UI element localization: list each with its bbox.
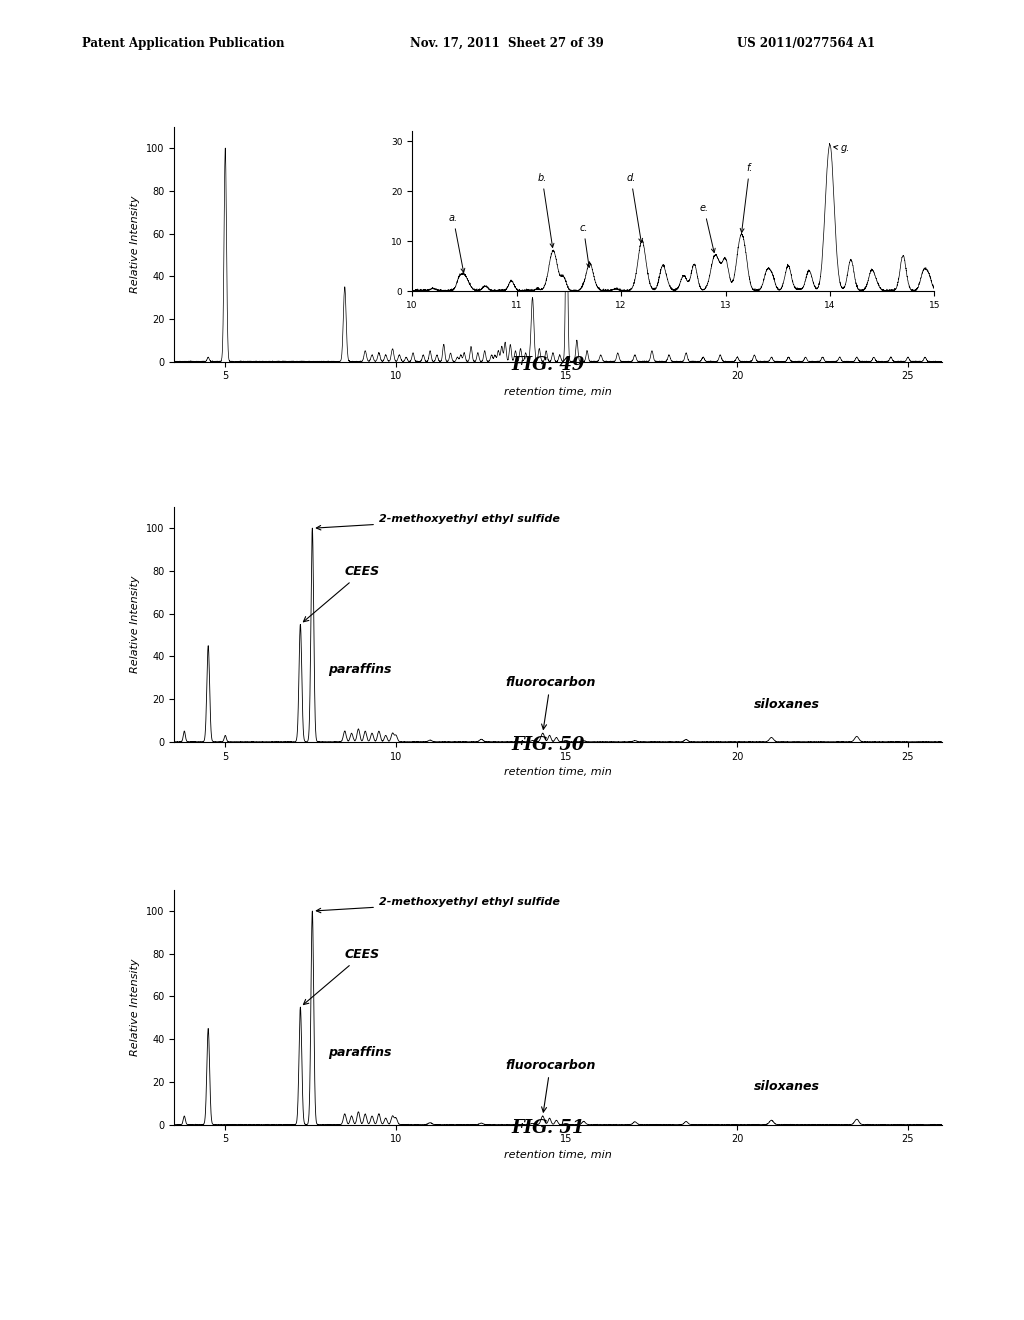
Text: 2-methoxyethyl ethyl sulfide: 2-methoxyethyl ethyl sulfide [316,896,560,912]
X-axis label: retention time, min: retention time, min [504,1150,612,1160]
Text: FIG. 51: FIG. 51 [511,1118,585,1137]
Text: CEES: CEES [303,948,380,1005]
Text: siloxanes: siloxanes [755,698,820,710]
Text: FIG. 49: FIG. 49 [511,355,585,374]
Text: US 2011/0277564 A1: US 2011/0277564 A1 [737,37,876,50]
Y-axis label: Relative Intensity: Relative Intensity [130,576,140,673]
Y-axis label: Relative Intensity: Relative Intensity [130,195,140,293]
Text: paraffins: paraffins [328,1047,391,1059]
Text: siloxanes: siloxanes [755,1081,820,1093]
Text: FIG. 50: FIG. 50 [511,735,585,754]
Text: fluorocarbon: fluorocarbon [505,1059,596,1113]
Text: fluorocarbon: fluorocarbon [505,676,596,730]
Text: paraffins: paraffins [328,664,391,676]
Text: Patent Application Publication: Patent Application Publication [82,37,285,50]
Y-axis label: Relative Intensity: Relative Intensity [130,958,140,1056]
Text: Nov. 17, 2011  Sheet 27 of 39: Nov. 17, 2011 Sheet 27 of 39 [410,37,603,50]
Text: CEES: CEES [303,565,380,622]
X-axis label: retention time, min: retention time, min [504,767,612,777]
Text: 2-methoxyethyl ethyl sulfide: 2-methoxyethyl ethyl sulfide [316,513,560,529]
X-axis label: retention time, min: retention time, min [504,387,612,397]
